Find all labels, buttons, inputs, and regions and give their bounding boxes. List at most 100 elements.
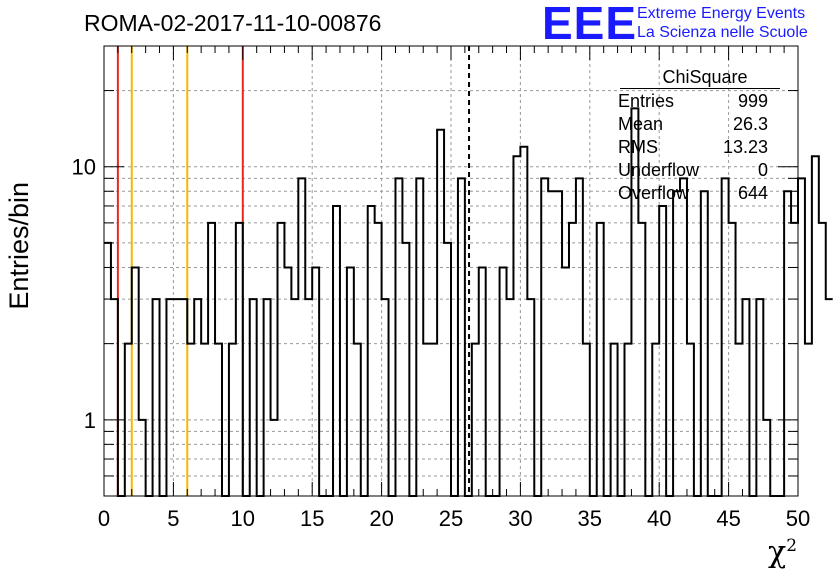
- histogram-bin: [583, 344, 590, 496]
- histogram-bin: [229, 344, 236, 496]
- histogram-bin: [555, 191, 562, 496]
- histogram-bin: [402, 243, 409, 496]
- stats-row: Entries 999: [618, 91, 768, 111]
- histogram-bin: [284, 267, 291, 496]
- histogram-bin: [153, 299, 160, 496]
- histogram-bin: [305, 299, 312, 496]
- histogram-bin: [479, 267, 486, 496]
- histogram-bin: [520, 147, 527, 496]
- histogram-bin: [264, 299, 271, 496]
- x-tick-label: 0: [98, 506, 110, 531]
- histogram-bin: [215, 344, 222, 496]
- stats-row: RMS 13.23: [618, 137, 768, 157]
- histogram-bin: [333, 206, 340, 496]
- histogram-bin: [437, 130, 444, 496]
- histogram-bin: [347, 267, 354, 496]
- logo-line1: Extreme Energy Events: [637, 5, 806, 22]
- histogram-bin: [756, 299, 763, 496]
- histogram-bin: [687, 344, 694, 496]
- histogram-bin: [659, 206, 666, 496]
- histogram-bin: [111, 299, 118, 496]
- histogram-bin: [208, 223, 215, 496]
- x-tick-label: 15: [300, 506, 324, 531]
- histogram-bin: [638, 223, 645, 496]
- histogram-bin: [680, 178, 687, 496]
- histogram-bin: [652, 344, 659, 496]
- histogram-bin: [104, 243, 111, 496]
- histogram-bin: [139, 420, 146, 496]
- x-axis-label: χ2: [768, 535, 798, 570]
- histogram-bin: [458, 178, 465, 496]
- histogram-bin: [472, 344, 479, 496]
- histogram-bin: [701, 191, 708, 496]
- histogram-bin: [298, 178, 305, 496]
- histogram-bin: [763, 420, 770, 496]
- histogram-bin: [278, 223, 285, 496]
- x-tick-label: 5: [167, 506, 179, 531]
- histogram-bin: [826, 299, 833, 496]
- histogram-bin: [375, 223, 382, 496]
- histogram-bin: [312, 267, 319, 496]
- logo-line2: La Scienza nelle Scuole: [637, 24, 808, 41]
- histogram-bin: [819, 223, 826, 496]
- histogram-bin: [562, 267, 569, 496]
- histogram-bin: [736, 344, 743, 496]
- x-tick-label: 40: [647, 506, 671, 531]
- stats-title: ChiSquare: [620, 66, 780, 89]
- histogram-bin: [423, 344, 430, 496]
- x-tick-label: 35: [578, 506, 602, 531]
- stats-box: ChiSquare Entries 999 Mean 26.3 RMS 13.23 U…: [612, 66, 780, 205]
- histogram-bin: [569, 223, 576, 496]
- eee-logo: EEE Extreme Energy Events La Scienza nel…: [542, 0, 832, 49]
- histogram-bin: [194, 299, 201, 496]
- x-tick-label: 30: [508, 506, 532, 531]
- histogram-bin: [805, 344, 812, 496]
- histogram-bin: [507, 299, 514, 496]
- histogram-bin: [416, 178, 423, 496]
- histogram-bin: [541, 178, 548, 496]
- histogram-bin: [625, 344, 632, 496]
- histogram-bin: [173, 299, 180, 496]
- stats-row: Mean 26.3: [618, 114, 768, 134]
- histogram-bin: [500, 267, 507, 496]
- plot-title: ROMA-02-2017-11-10-00876: [84, 10, 382, 36]
- histogram-bin: [597, 223, 604, 496]
- histogram-bin: [722, 178, 729, 496]
- x-tick-label: 50: [786, 506, 810, 531]
- histogram-bin: [354, 344, 361, 496]
- histogram-bin: [798, 178, 805, 496]
- histogram-bin: [187, 344, 194, 496]
- histogram-bin: [291, 299, 298, 496]
- histogram-bin: [236, 223, 243, 496]
- histogram-bin: [742, 299, 749, 496]
- stats-row: Overflow 644: [618, 183, 768, 203]
- histogram-bin: [513, 156, 520, 496]
- histogram-bin: [673, 191, 680, 496]
- tick-labels: 0 5 10 15 20 25 30 35 40 45 50 1 10: [72, 155, 811, 531]
- histogram-bin: [812, 156, 819, 496]
- histogram-bin: [201, 344, 208, 496]
- axis-ticks: [103, 45, 799, 497]
- histogram-bin: [611, 344, 618, 496]
- x-tick-label: 25: [439, 506, 463, 531]
- histogram-bin: [791, 223, 798, 496]
- x-tick-label: 10: [231, 506, 255, 531]
- y-tick-label: 10: [72, 155, 96, 180]
- histogram-bin: [132, 267, 139, 496]
- histogram-bin: [180, 299, 187, 496]
- histogram-bin: [271, 420, 278, 496]
- y-tick-label: 1: [84, 408, 96, 433]
- x-tick-label: 45: [716, 506, 740, 531]
- histogram-bin: [729, 223, 736, 496]
- histogram-bin: [430, 344, 437, 496]
- histogram-bin: [527, 299, 534, 496]
- histogram-bin: [395, 178, 402, 496]
- histogram-bin: [250, 299, 257, 496]
- histogram-bin: [444, 243, 451, 496]
- x-tick-label: 20: [369, 506, 393, 531]
- histogram-bin: [576, 178, 583, 496]
- histogram-bin: [382, 299, 389, 496]
- logo-mark: EEE: [542, 0, 638, 49]
- stats-row: Underflow 0: [618, 160, 768, 180]
